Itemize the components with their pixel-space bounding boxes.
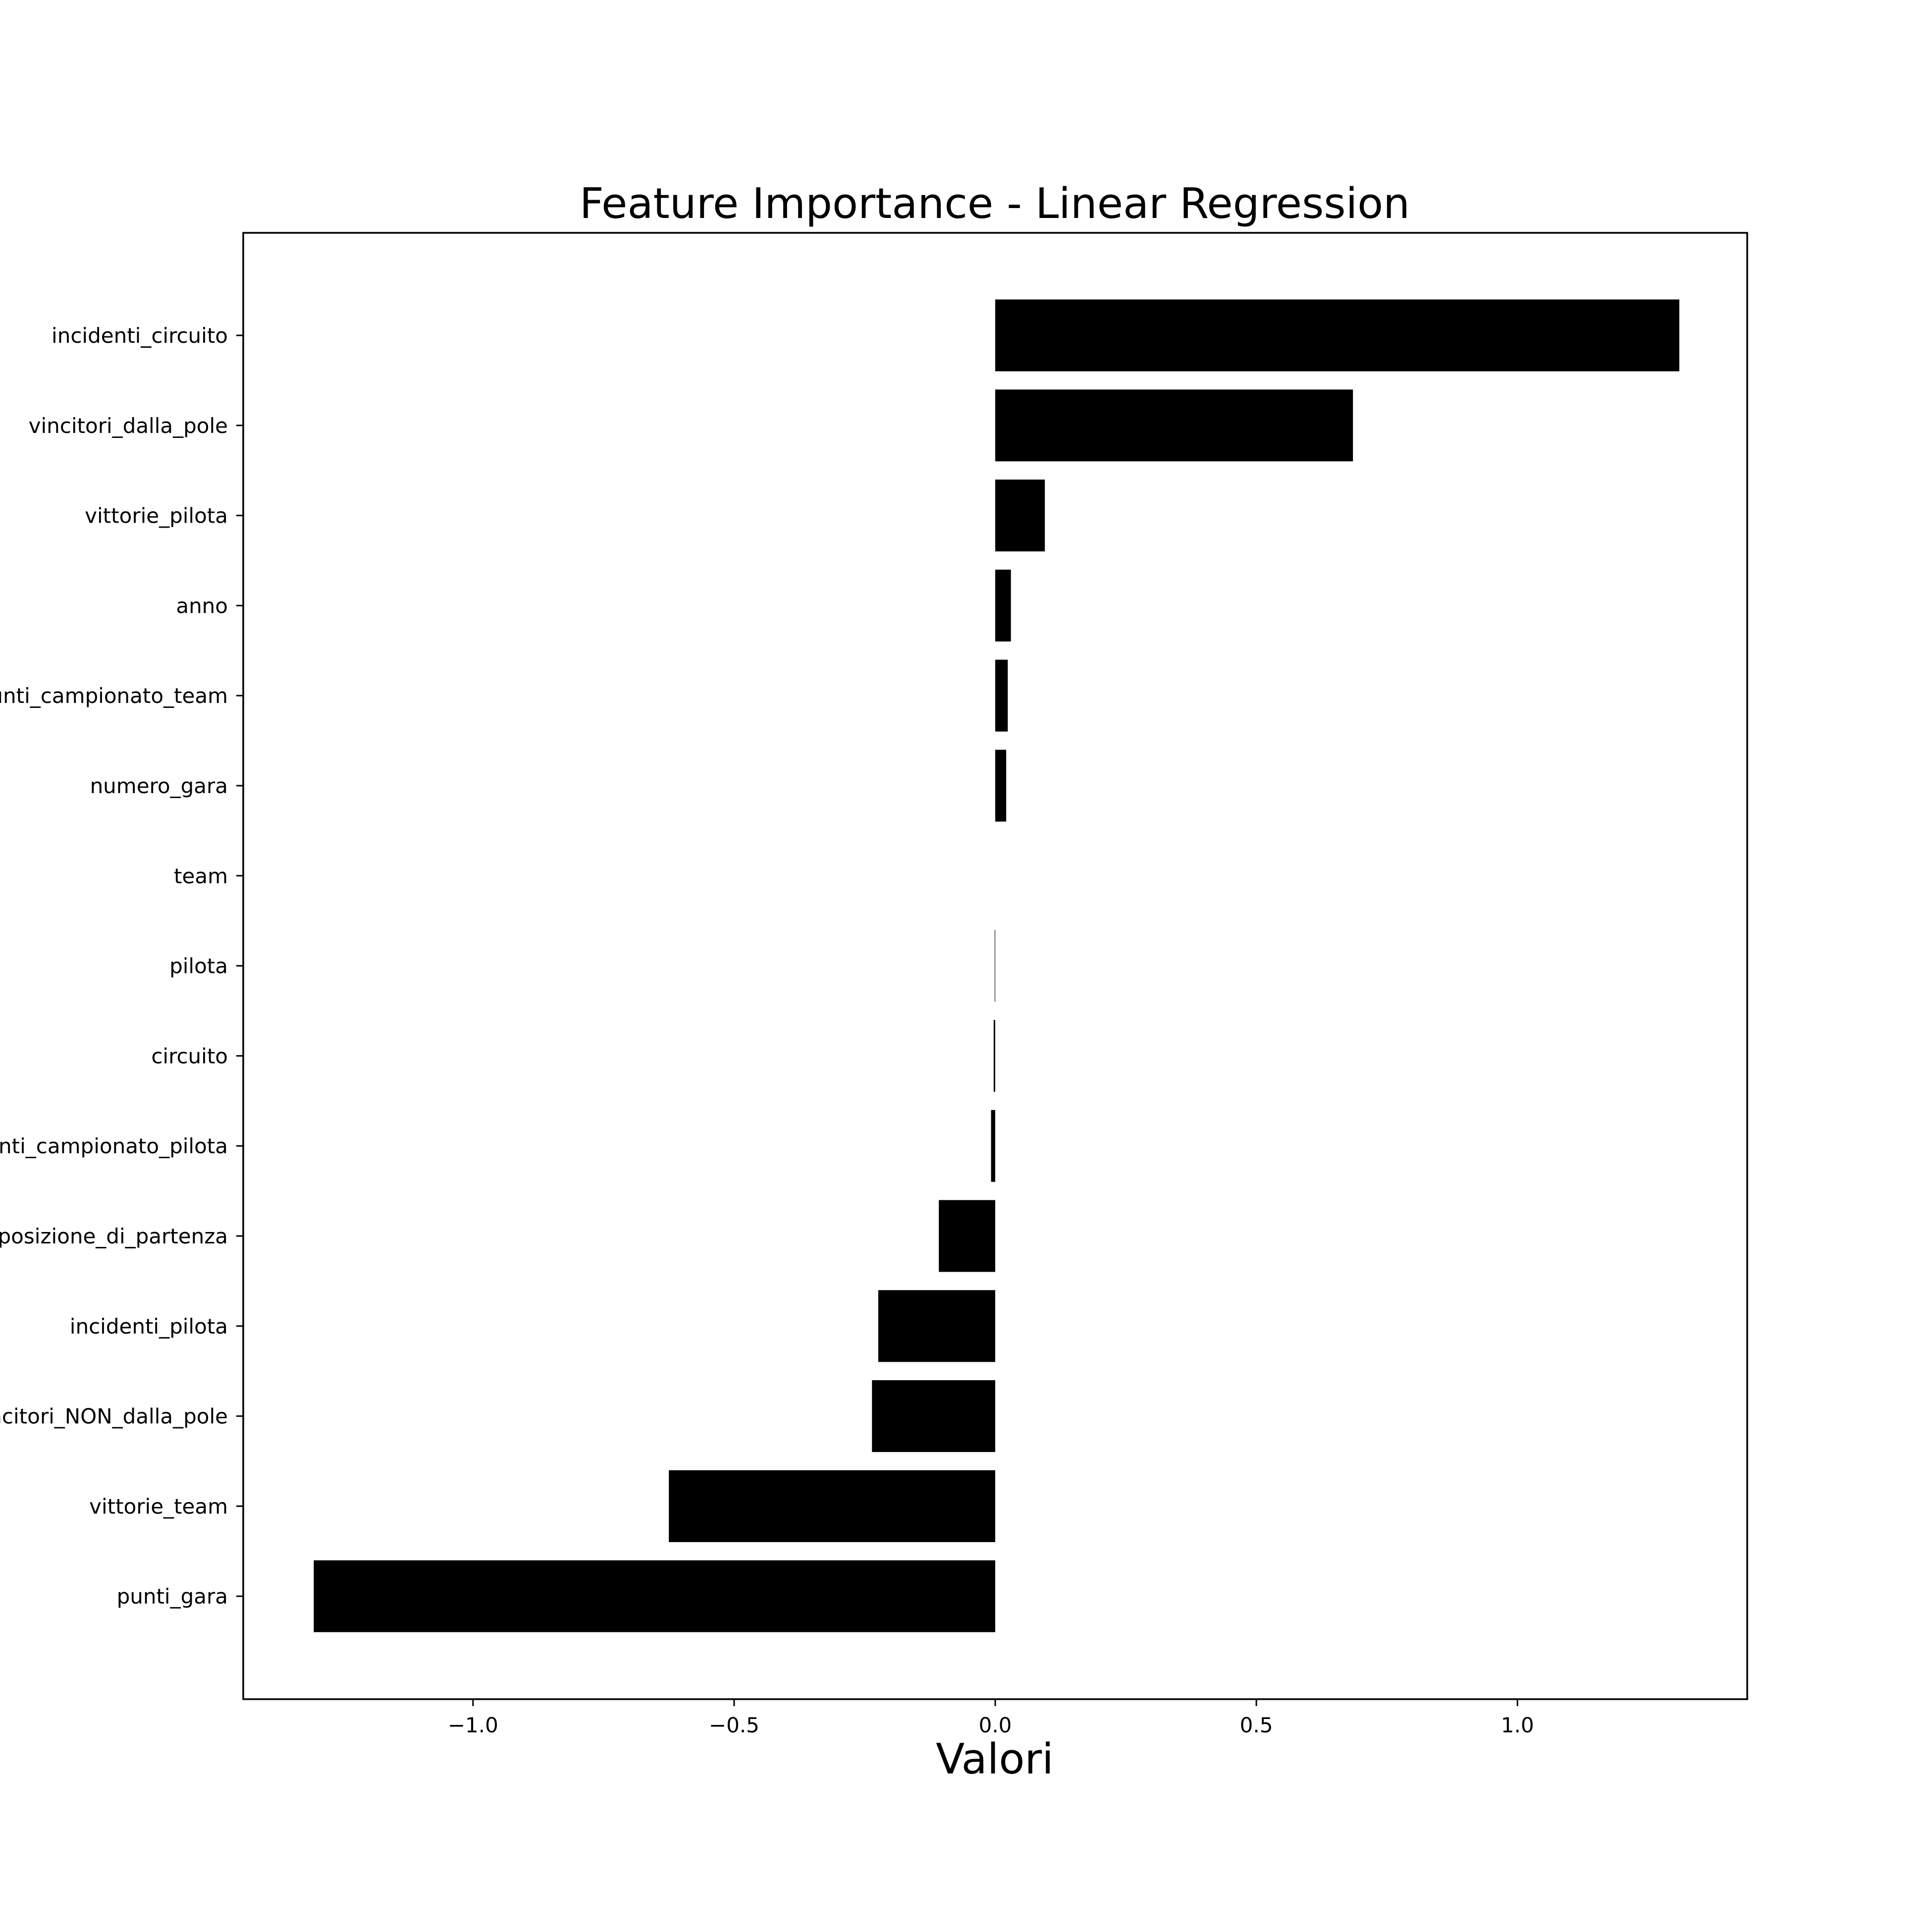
y-tick-label: punti_gara [117, 1584, 228, 1609]
y-tick-label: vittorie_pilota [85, 504, 228, 528]
y-tick-label: vincitori_dalla_pole [29, 414, 228, 438]
bar-incidenti_pilota [878, 1290, 995, 1362]
x-tick-label: 1.0 [1501, 1713, 1534, 1737]
axes-frame [242, 232, 1748, 1700]
bar-incidenti_circuito [995, 299, 1679, 372]
y-tick-label: punti_campionato_team [0, 684, 228, 708]
x-axis-ticks: −1.0 −0.5 0.0 0.5 1.0 [448, 1699, 1534, 1737]
y-tick-label: anno [176, 593, 228, 618]
x-tick-label: 0.0 [979, 1713, 1012, 1737]
bar-circuito [993, 1020, 995, 1092]
y-tick-label: vincitori_NON_dalla_pole [0, 1404, 228, 1429]
y-tick-label: pilota [169, 954, 228, 978]
x-tick-label: −1.0 [448, 1713, 498, 1737]
bar-punti_gara [314, 1560, 995, 1632]
y-axis-ticks: incidenti_circuito vincitori_dalla_polevi… [0, 323, 243, 1609]
y-tick-label: circuito [151, 1044, 228, 1068]
bar-anno [995, 569, 1011, 642]
x-tick-label: −0.5 [709, 1713, 759, 1737]
bar-punti_campionato_pilota [991, 1110, 995, 1182]
x-axis-label: Valori [936, 1735, 1054, 1784]
bar-punti_campionato_team [995, 659, 1008, 732]
bar-numero_gara [995, 750, 1007, 822]
y-tick-label: vittorie_team [89, 1494, 228, 1518]
y-tick-label: incidenti_circuito [52, 323, 228, 348]
y-tick-label: incidenti_pilota [70, 1314, 228, 1339]
chart-title: Feature Importance - Linear Regression [580, 179, 1410, 228]
bars-group [314, 299, 1679, 1632]
y-tick-label: numero_gara [90, 774, 228, 798]
bar-posizione_di_partenza [939, 1200, 995, 1272]
y-tick-label: team [174, 864, 228, 888]
y-tick-label: posizione_di_partenza [0, 1224, 228, 1248]
bar-vincitori_NON_dalla_pole [872, 1380, 995, 1452]
y-tick-label: punti_campionato_pilota [0, 1134, 228, 1158]
bar-vittorie_pilota [995, 480, 1045, 552]
bar-vincitori_dalla_pole [995, 389, 1353, 462]
x-tick-label: 0.5 [1240, 1713, 1273, 1737]
bar-vittorie_team [669, 1470, 995, 1542]
